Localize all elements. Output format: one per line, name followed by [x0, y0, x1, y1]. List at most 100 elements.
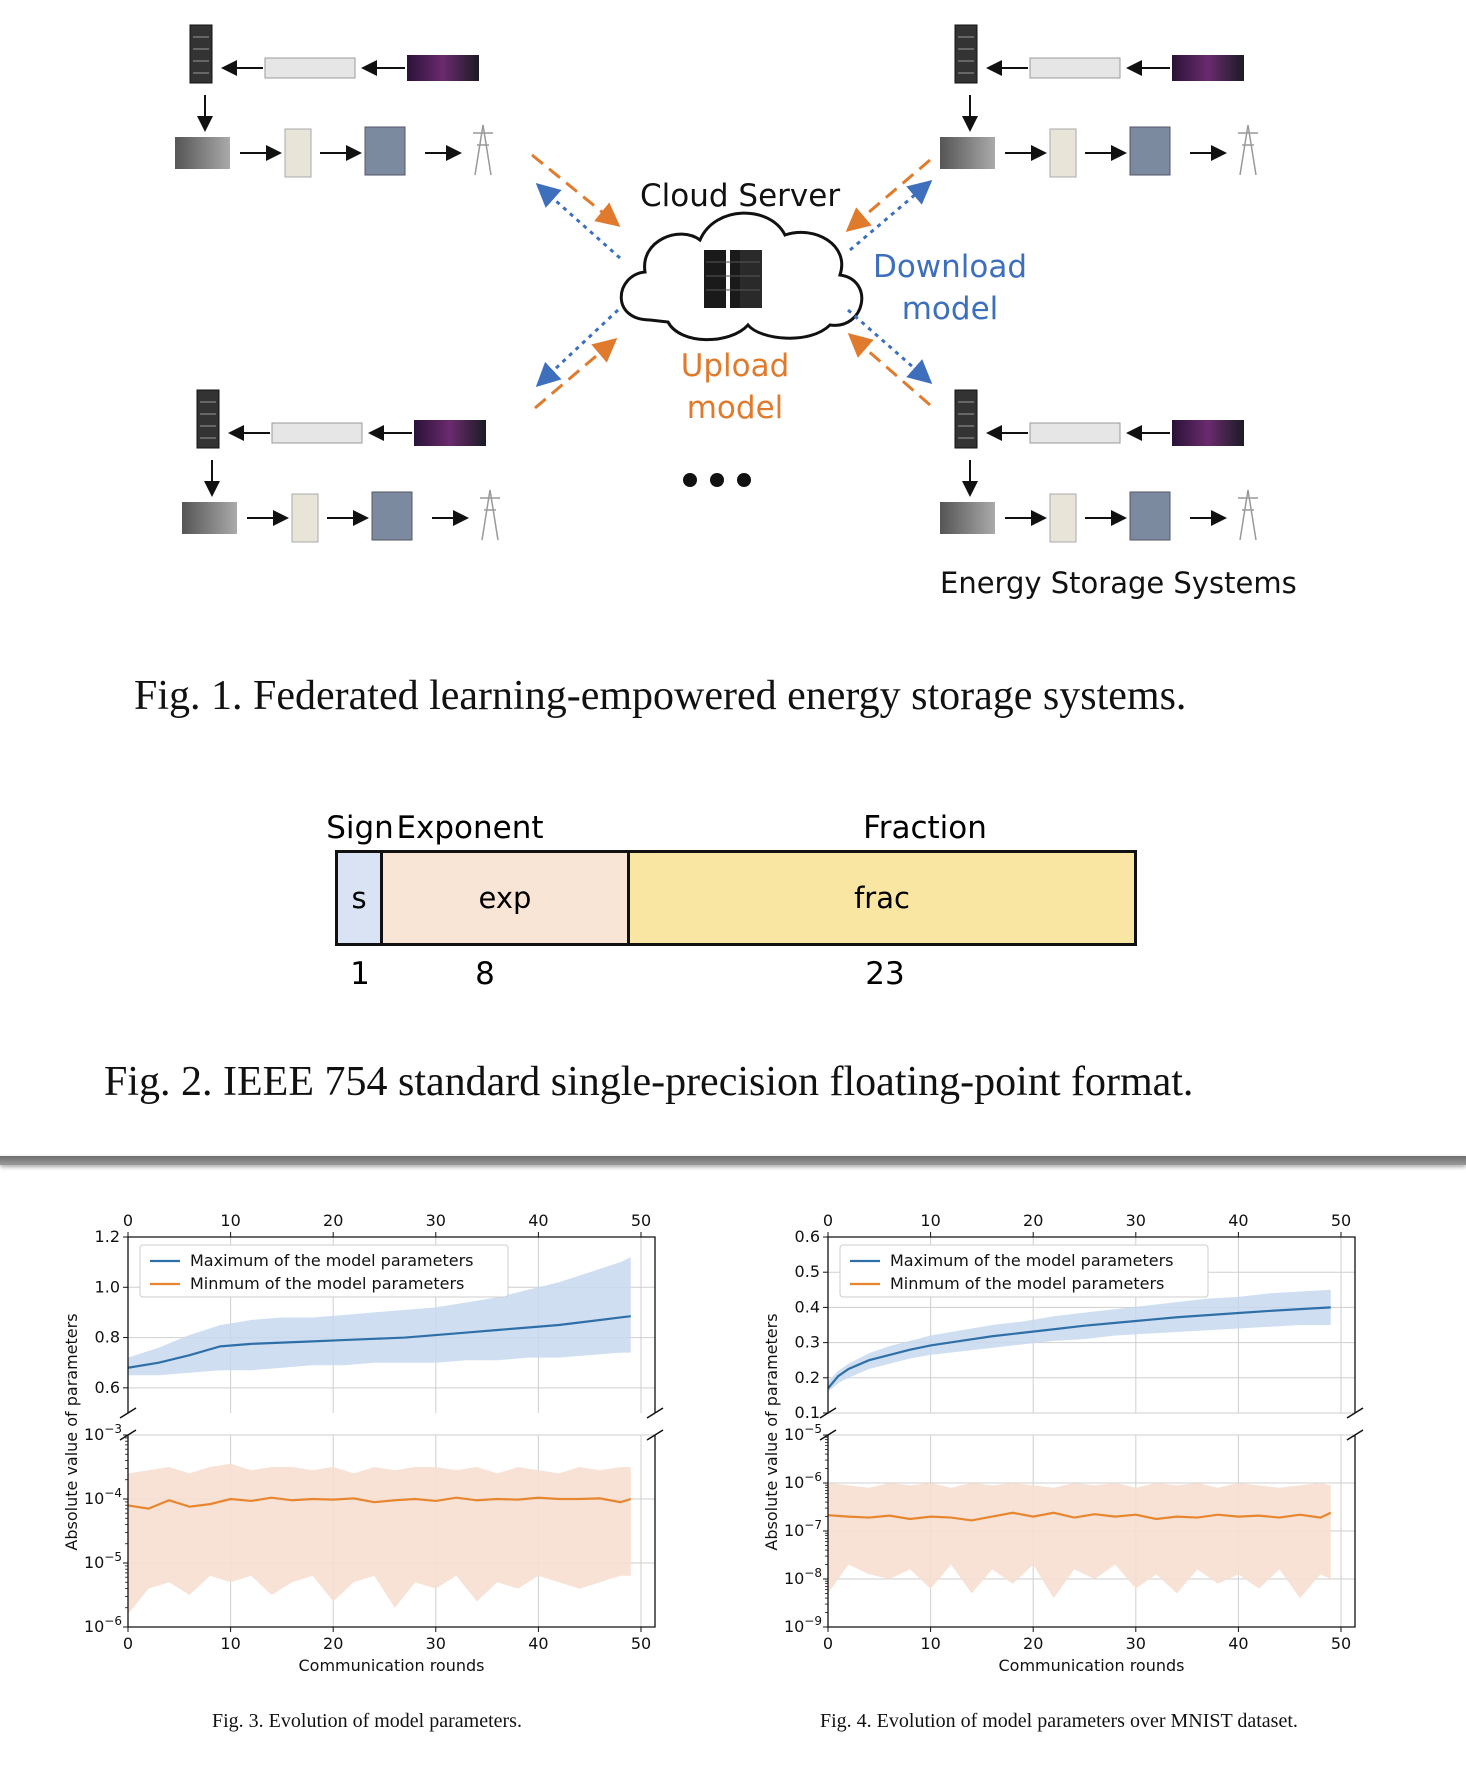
- y-tick-label-log: 10−5: [784, 1422, 822, 1444]
- y-tick-label-log: 10−8: [784, 1566, 822, 1588]
- cabinet-icon: [284, 128, 312, 178]
- figure-2-diagram: Sign Exponent Fraction s exp frac 1 8 23: [326, 810, 1145, 1000]
- y-tick-label: 1.2: [95, 1227, 120, 1246]
- legend-label-max: Maximum of the model parameters: [190, 1251, 473, 1270]
- pylon-icon: [480, 489, 500, 541]
- controller-icon: [1029, 57, 1121, 79]
- download-arrows: [535, 180, 933, 388]
- x-tick-label-top: 0: [823, 1211, 833, 1230]
- fraction-bits: 23: [865, 956, 905, 992]
- server-rack-icon: [704, 250, 762, 308]
- max-band: [128, 1257, 631, 1376]
- x-tick-label-bottom: 50: [631, 1634, 651, 1653]
- x-tick-label-bottom: 20: [1023, 1634, 1043, 1653]
- y-tick-label-log: 10−3: [84, 1422, 122, 1444]
- min-series-line: [827, 1511, 1332, 1522]
- download-model-label: Download model: [872, 249, 1028, 327]
- x-tick-label-top: 10: [220, 1211, 240, 1230]
- sign-field-text: s: [351, 881, 367, 915]
- battery-rack-icon: [954, 24, 978, 84]
- inverter-icon: [182, 502, 237, 534]
- inverter-icon: [940, 137, 995, 169]
- y-tick-label-log: 10−5: [84, 1550, 122, 1572]
- x-tick-label-bottom: 0: [123, 1634, 133, 1653]
- lower-axis-frame: [127, 1435, 656, 1628]
- inverter-icon: [940, 502, 995, 534]
- x-axis-label: Communication rounds: [999, 1656, 1185, 1675]
- x-tick-label-top: 0: [123, 1211, 133, 1230]
- figure-2-caption: Fig. 2. IEEE 754 standard single-precisi…: [104, 1059, 1194, 1105]
- fraction-field-text: frac: [854, 881, 910, 915]
- x-tick-label-bottom: 40: [528, 1634, 548, 1653]
- x-tick-label-bottom: 10: [920, 1634, 940, 1653]
- legend-label-min: Minmum of the model parameters: [190, 1274, 464, 1293]
- y-tick-label: 0.1: [795, 1403, 820, 1422]
- x-tick-label-bottom: 40: [1228, 1634, 1248, 1653]
- controller-icon: [1029, 422, 1121, 444]
- axis-break-mark: [1346, 1429, 1364, 1441]
- legend-label-max: Maximum of the model parameters: [890, 1251, 1173, 1270]
- ess-group-bottom-left: [182, 389, 500, 543]
- pylon-icon: [473, 124, 493, 176]
- x-tick-label-top: 20: [323, 1211, 343, 1230]
- min-band: [128, 1463, 631, 1615]
- transformer-icon: [364, 126, 406, 176]
- y-tick-label: 0.6: [95, 1378, 120, 1397]
- y-axis-label: Absolute value of parameters: [62, 1313, 81, 1550]
- battery-rack-icon: [196, 389, 220, 449]
- min-series-line: [127, 1496, 632, 1510]
- x-tick-label-top: 10: [920, 1211, 940, 1230]
- x-tick-label-top: 50: [631, 1211, 651, 1230]
- exponent-field: exp: [380, 850, 630, 946]
- y-tick-label-log: 10−6: [784, 1470, 822, 1492]
- x-tick-label-bottom: 30: [426, 1634, 446, 1653]
- inverter-icon: [175, 137, 230, 169]
- solar-panel-icon: [1172, 55, 1244, 81]
- fraction-header: Fraction: [863, 810, 987, 846]
- figure-4-chart: 0 0 10 10 20 20 30 30 40 40 50 50 0.1 0.2 0.3 0.4 0.5 0.6…: [762, 1211, 1364, 1675]
- cabinet-icon: [1049, 128, 1077, 178]
- page-divider: [0, 1156, 1466, 1165]
- exponent-field-text: exp: [478, 881, 532, 915]
- y-tick-label: 1.0: [95, 1277, 120, 1296]
- cloud-server-label: Cloud Server: [640, 178, 841, 214]
- max-series-line: [127, 1315, 631, 1369]
- upload-arrows: [531, 153, 931, 410]
- x-tick-label-bottom: 50: [1331, 1634, 1351, 1653]
- y-axis-label: Absolute value of parameters: [762, 1313, 781, 1550]
- sign-bits: 1: [350, 956, 370, 992]
- legend-box: [839, 1244, 1209, 1298]
- axis-break-mark: [1346, 1407, 1364, 1419]
- solar-panel-icon: [414, 420, 486, 446]
- axis-break-mark: [119, 1407, 137, 1419]
- x-tick-label-top: 40: [528, 1211, 548, 1230]
- axis-break-mark: [646, 1429, 664, 1441]
- y-tick-label: 0.8: [95, 1328, 120, 1347]
- x-tick-label-bottom: 20: [323, 1634, 343, 1653]
- y-tick-label-log: 10−7: [784, 1518, 822, 1540]
- figure-3-caption: Fig. 3. Evolution of model parameters.: [212, 1710, 522, 1732]
- exponent-header: Exponent: [396, 810, 544, 846]
- figure-1-diagram: [175, 24, 1258, 543]
- ellipsis-icon: [683, 473, 751, 487]
- x-tick-label-bottom: 30: [1126, 1634, 1146, 1653]
- y-tick-label: 0.5: [795, 1262, 820, 1281]
- max-series-line: [827, 1306, 1331, 1390]
- x-tick-label-bottom: 0: [823, 1634, 833, 1653]
- x-tick-label-top: 30: [1126, 1211, 1146, 1230]
- upper-axis-frame: [827, 1236, 1356, 1413]
- pylon-icon: [1238, 124, 1258, 176]
- y-tick-label: 0.3: [795, 1333, 820, 1352]
- x-tick-label-top: 30: [426, 1211, 446, 1230]
- x-tick-label-bottom: 10: [220, 1634, 240, 1653]
- y-tick-label-log: 10−9: [784, 1614, 822, 1636]
- y-tick-label: 0.6: [795, 1227, 820, 1246]
- upload-model-label: Upload model: [680, 348, 790, 426]
- sign-field: s: [335, 850, 383, 946]
- x-tick-label-top: 50: [1331, 1211, 1351, 1230]
- y-tick-label: 0.2: [795, 1368, 820, 1387]
- controller-icon: [264, 57, 356, 79]
- figure-4-caption: Fig. 4. Evolution of model parameters ov…: [820, 1710, 1298, 1732]
- min-band: [828, 1483, 1331, 1599]
- x-tick-label-top: 20: [1023, 1211, 1043, 1230]
